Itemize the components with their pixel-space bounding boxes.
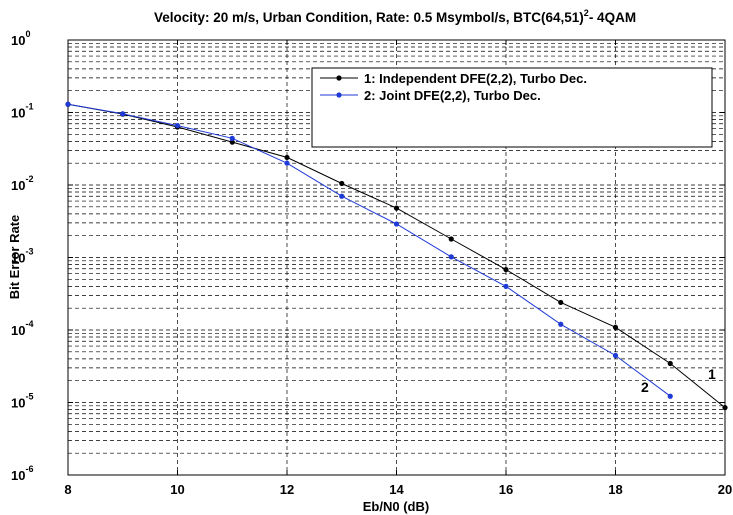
series-2-point — [558, 321, 564, 327]
x-tick-label: 20 — [718, 482, 732, 497]
series-2-point — [339, 193, 345, 199]
x-tick-label: 10 — [170, 482, 184, 497]
series-2-point — [229, 135, 235, 141]
series-layer — [65, 101, 728, 411]
chart-title-suffix: - 4QAM — [589, 10, 636, 25]
y-axis-label: Bit Error Rate — [7, 215, 22, 300]
series-2-point — [174, 122, 181, 129]
series-1-end-label: 1 — [708, 366, 716, 382]
series-2-end-label: 2 — [641, 379, 649, 395]
series-end-labels: 12 — [641, 366, 716, 395]
y-tick-label: 10-6 — [11, 464, 33, 483]
x-axis-label: Eb/N0 (dB) — [363, 499, 429, 514]
chart-title-superscript: 2 — [584, 8, 589, 18]
series-1-point — [722, 405, 728, 411]
legend: 1: Independent DFE(2,2), Turbo Dec. 2: Jo… — [311, 67, 713, 148]
y-tick-label: 10-4 — [11, 319, 33, 338]
series-1-point — [503, 267, 509, 273]
y-tick-label: 10-2 — [11, 174, 33, 193]
y-tick-label: 10-5 — [11, 392, 33, 411]
series-1-point — [612, 324, 619, 330]
series-1-point — [229, 139, 235, 145]
series-2-point — [503, 283, 509, 289]
series-2-point — [667, 393, 673, 399]
y-tick-label: 10-1 — [11, 102, 33, 121]
x-tick-label: 16 — [499, 482, 513, 497]
y-tick-label: 100 — [11, 29, 30, 48]
series-1-point — [284, 154, 290, 161]
series-2-point — [612, 352, 619, 359]
series-1-point — [339, 180, 345, 187]
x-tick-label: 8 — [64, 482, 71, 497]
legend-label-2: 2: Joint DFE(2,2), Turbo Dec. — [364, 88, 541, 103]
x-tick-label: 18 — [608, 482, 622, 497]
legend-box — [311, 67, 713, 148]
series-1-point — [667, 360, 673, 367]
legend-marker-2 — [336, 92, 342, 98]
series-2-point — [120, 111, 126, 117]
chart-title: Velocity: 20 m/s, Urban Condition, Rate:… — [154, 8, 636, 25]
series-2-point — [393, 221, 400, 227]
series-2-line — [67, 103, 671, 397]
legend-marker-1 — [336, 75, 342, 81]
series-1-point — [393, 205, 400, 211]
series-1-point — [558, 299, 564, 306]
series-1-point — [448, 236, 454, 242]
series-2-point — [284, 160, 290, 166]
legend-label-1: 1: Independent DFE(2,2), Turbo Dec. — [364, 71, 587, 86]
x-tick-label: 12 — [280, 482, 294, 497]
x-tick-label: 14 — [389, 482, 404, 497]
series-2-point — [65, 101, 71, 107]
series-2-point — [448, 254, 454, 260]
chart-title-main: Velocity: 20 m/s, Urban Condition, Rate:… — [154, 10, 584, 25]
y-tick-label: 10-3 — [11, 247, 33, 266]
